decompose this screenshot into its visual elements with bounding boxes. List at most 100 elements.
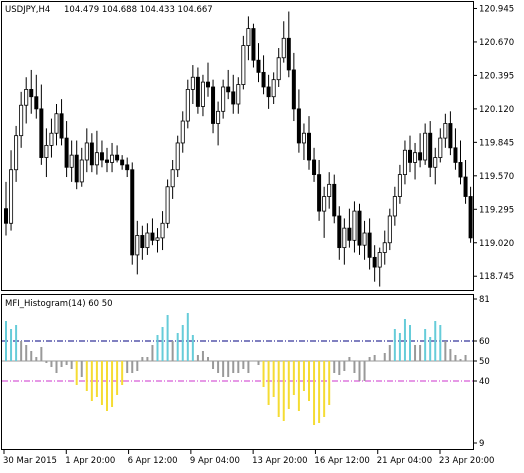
candle (438, 128, 443, 163)
candle (372, 245, 377, 282)
time-tick-label: 6 Apr 12:00 (128, 456, 178, 466)
candle (428, 121, 433, 178)
price-tick-label: 119.845 (479, 138, 514, 148)
candle (150, 218, 155, 246)
candle (221, 79, 226, 119)
candle (19, 91, 24, 148)
indicator-tick-label: 40 (479, 377, 490, 387)
time-axis: 30 Mar 2015 1 Apr 20:00 6 Apr 12:00 9 Apr 0… (3, 449, 494, 466)
indicator-tick-label: 9 (479, 439, 484, 449)
candle (261, 55, 266, 95)
candle (397, 164, 402, 204)
candle (392, 186, 397, 226)
candle (413, 142, 418, 180)
candle (468, 186, 473, 243)
candle (296, 89, 301, 153)
candle (301, 123, 306, 160)
candle (200, 74, 205, 117)
candle (69, 140, 74, 182)
candle (448, 111, 453, 156)
candle (286, 11, 291, 78)
price-axis: 120.945 120.670 120.395 120.120 119.845 119.5… (473, 4, 514, 282)
candle (216, 101, 221, 146)
candle (170, 159, 175, 199)
candle (241, 35, 246, 90)
candle (175, 135, 180, 178)
candle (29, 69, 34, 114)
price-tick-label: 120.670 (479, 38, 514, 48)
main-pane-frame (1, 1, 474, 291)
candle (407, 135, 412, 173)
candle (231, 74, 236, 114)
candle (190, 65, 195, 105)
candle (453, 128, 458, 170)
price-tick-label: 118.745 (479, 272, 514, 282)
time-tick-label: 1 Apr 20:00 (65, 456, 115, 466)
candle (357, 203, 362, 255)
candle (4, 181, 9, 236)
indicator-axis: 81 60 50 40 9 (473, 295, 490, 449)
candle (291, 52, 296, 122)
candle (180, 111, 185, 153)
candle (387, 208, 392, 251)
time-tick-label: 9 Apr 04:00 (190, 456, 240, 466)
indicator-tick-label: 60 (479, 337, 490, 347)
price-tick-label: 120.395 (479, 71, 514, 81)
time-tick-label: 16 Apr 12:00 (314, 456, 369, 466)
candle (337, 206, 342, 260)
candle (39, 84, 44, 165)
candle (165, 179, 170, 229)
candle (312, 147, 317, 182)
candle (327, 172, 332, 209)
candle (281, 21, 286, 63)
candle (276, 48, 281, 87)
time-tick-label: 23 Apr 20:00 (439, 456, 494, 466)
time-tick-label: 13 Apr 20:00 (252, 456, 307, 466)
candle (14, 125, 19, 182)
candle (306, 116, 311, 170)
indicator-label: MFI_Histogram(14) 60 50 (5, 299, 113, 309)
candle (59, 99, 64, 146)
candle (266, 74, 271, 109)
candle (145, 223, 150, 255)
candle (377, 247, 382, 287)
candle (362, 220, 367, 260)
candle (322, 186, 327, 238)
price-tick-label: 119.020 (479, 239, 514, 249)
symbol-label: USDJPY,H4 (5, 5, 50, 15)
mfi-histogram-series (5, 313, 467, 425)
candle (211, 79, 216, 134)
candle (418, 133, 423, 168)
candle (332, 174, 337, 224)
candle (352, 201, 357, 253)
price-tick-label: 119.295 (479, 205, 514, 215)
candle (458, 140, 463, 185)
candle (110, 142, 115, 173)
candle (433, 147, 438, 185)
candle (226, 69, 231, 100)
candle (195, 67, 200, 114)
candle (251, 23, 256, 68)
candle (89, 133, 94, 173)
candle (246, 16, 251, 61)
candle (155, 228, 160, 253)
price-tick-label: 119.570 (479, 172, 514, 182)
time-tick-label: 30 Mar 2015 (3, 456, 57, 466)
candle (402, 140, 407, 185)
candle (271, 72, 276, 105)
price-tick-label: 120.945 (479, 4, 514, 14)
candle (24, 77, 29, 124)
candle (130, 162, 135, 265)
ohlc-label: 104.479 104.688 104.433 104.667 (64, 5, 213, 15)
candle (160, 211, 165, 251)
candle (54, 104, 59, 146)
candle (79, 147, 84, 187)
candle (342, 218, 347, 265)
candle (49, 118, 54, 158)
price-tick-label: 120.120 (479, 105, 514, 115)
indicator-tick-label: 50 (479, 357, 490, 367)
candle (105, 147, 110, 173)
candle (205, 62, 210, 97)
